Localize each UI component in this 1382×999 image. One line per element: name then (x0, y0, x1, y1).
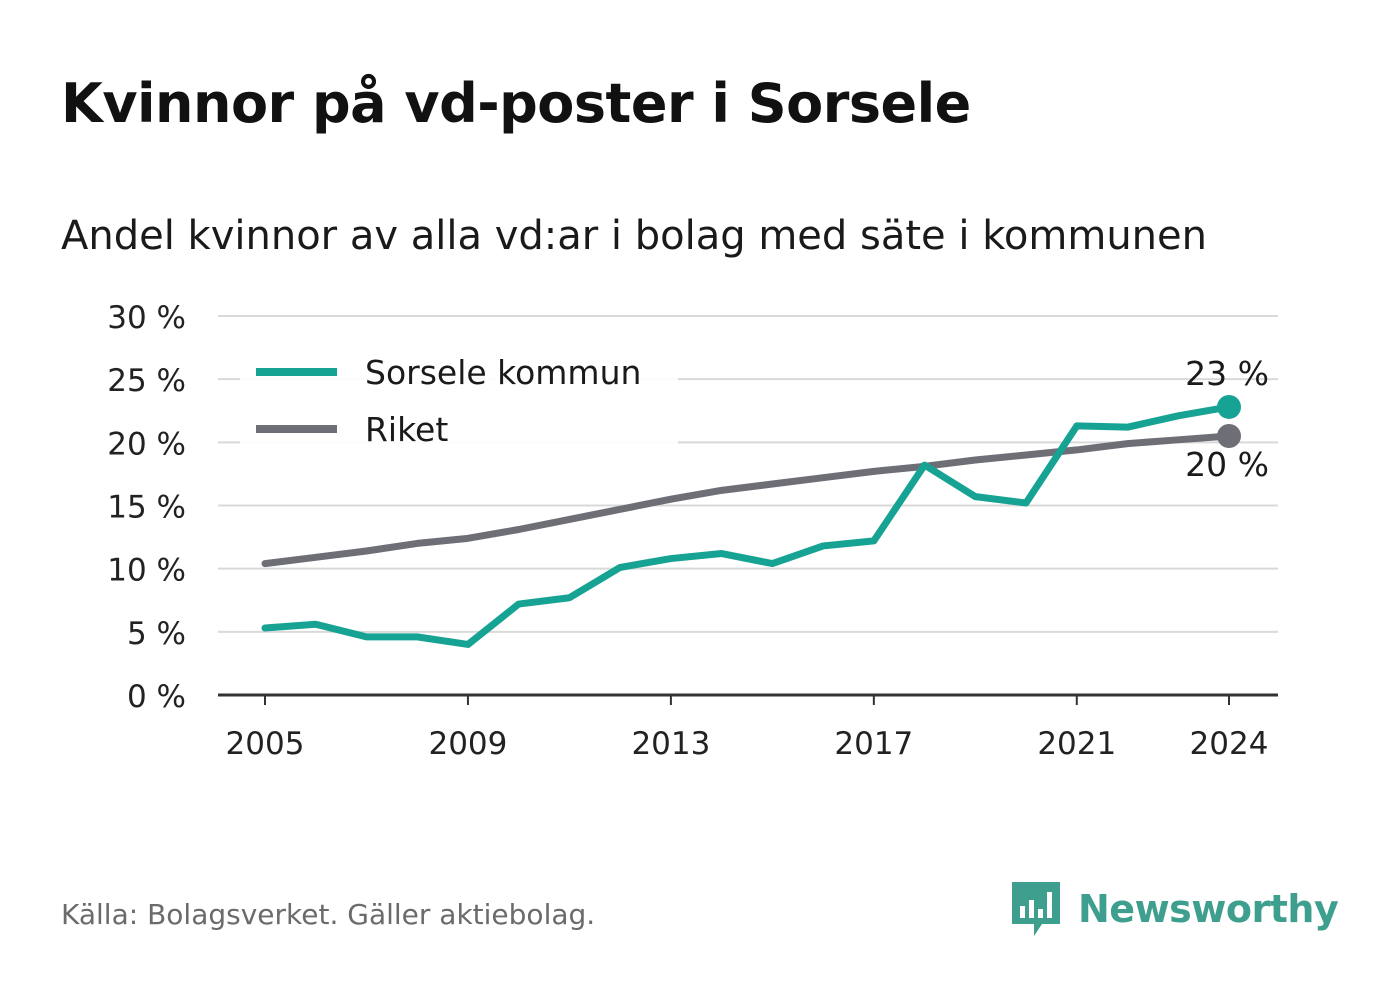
series-line-riket (261, 432, 1233, 568)
x-tick-label: 2024 (1190, 726, 1269, 762)
y-tick-label: 25 % (107, 363, 186, 399)
newsworthy-logo-icon (1012, 882, 1060, 936)
series-lines: 23 % 20 % (261, 354, 1269, 648)
y-axis: 0 % 5 % 10 % 15 % 20 % 25 % 30 % (107, 300, 186, 715)
logo-text: Newsworthy (1078, 887, 1339, 931)
y-tick-label: 15 % (107, 490, 186, 526)
chart-title: Kvinnor på vd-poster i Sorsele (61, 72, 971, 135)
end-point-riket (1217, 424, 1241, 449)
y-tick-label: 10 % (107, 553, 186, 589)
legend: Sorsele kommun Riket (240, 340, 678, 449)
end-label-sorsele: 23 % (1185, 354, 1269, 393)
x-tick-label: 2009 (428, 726, 507, 762)
y-tick-label: 0 % (127, 679, 186, 715)
x-tick-label: 2005 (226, 726, 305, 762)
x-tick-label: 2013 (631, 726, 710, 762)
y-tick-label: 20 % (107, 426, 186, 462)
x-tick-label: 2017 (834, 726, 913, 762)
y-tick-label: 5 % (127, 616, 186, 652)
end-label-riket: 20 % (1185, 445, 1269, 484)
legend-label: Riket (365, 410, 448, 449)
y-tick-label: 30 % (107, 300, 186, 336)
x-tick-label: 2021 (1037, 726, 1116, 762)
chart-subtitle: Andel kvinnor av alla vd:ar i bolag med … (61, 213, 1207, 259)
x-axis: 2005 2009 2013 2017 2021 2024 (218, 693, 1278, 762)
series-line-sorsele (261, 403, 1233, 648)
newsworthy-logo: Newsworthy (1010, 880, 1339, 938)
legend-label: Sorsele kommun (365, 353, 641, 392)
end-point-sorsele (1217, 394, 1241, 419)
source-note: Källa: Bolagsverket. Gäller aktiebolag. (61, 898, 596, 931)
